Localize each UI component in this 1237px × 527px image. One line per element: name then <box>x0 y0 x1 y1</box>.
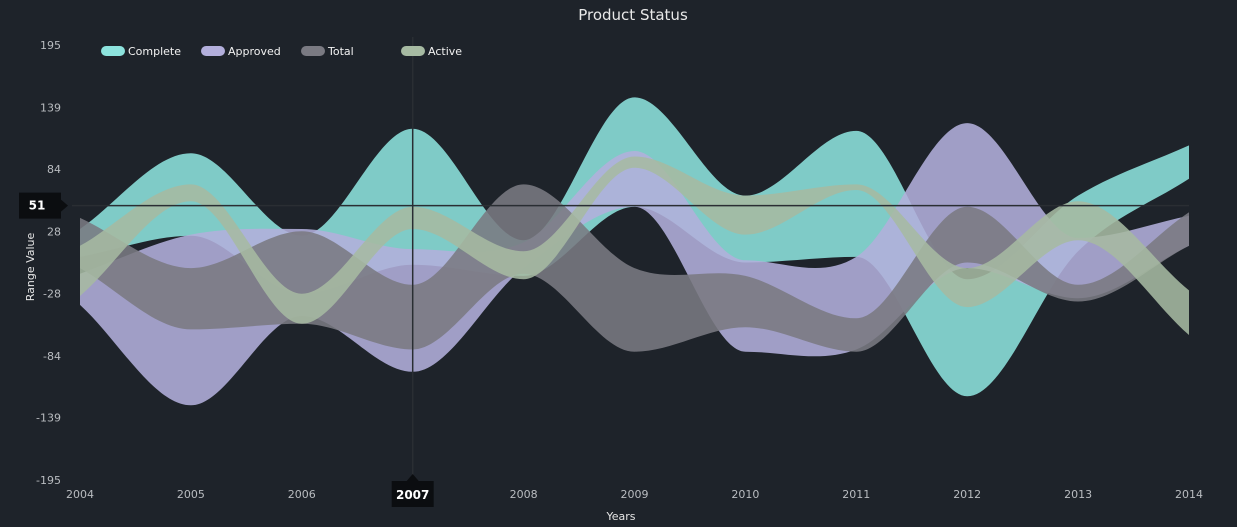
legend-item-active[interactable]: Active <box>401 45 462 58</box>
crosshair-badges: 51 2007 <box>19 192 434 507</box>
y-tick-label: 139 <box>40 101 61 114</box>
x-tick-label: 2014 <box>1175 488 1203 501</box>
legend-swatch <box>301 46 325 56</box>
legend-swatch <box>401 46 425 56</box>
legend-swatch <box>101 46 125 56</box>
y-tick-label: 84 <box>47 163 61 176</box>
legend-label: Active <box>428 45 462 58</box>
x-tick-label: 2010 <box>731 488 759 501</box>
chart-title: Product Status <box>578 6 688 24</box>
series-areas <box>80 97 1189 406</box>
legend-item-complete[interactable]: Complete <box>101 45 181 58</box>
y-tick-label: -139 <box>36 412 61 425</box>
crosshair-x-value: 2007 <box>396 488 429 502</box>
legend-label: Approved <box>228 45 281 58</box>
x-axis-label: Years <box>605 510 635 523</box>
x-tick-label: 2009 <box>621 488 649 501</box>
x-tick-label: 2005 <box>177 488 205 501</box>
area-total[interactable] <box>80 184 1189 352</box>
legend-label: Total <box>327 45 354 58</box>
crosshair <box>72 37 1189 480</box>
x-tick-label: 2013 <box>1064 488 1092 501</box>
crosshair-y-value: 51 <box>29 199 46 213</box>
legend: Complete Approved Total Active <box>101 45 462 58</box>
legend-item-total[interactable]: Total <box>301 45 354 58</box>
x-tick-label: 2011 <box>842 488 870 501</box>
y-axis-ticks: 195 139 84 28 -28 -84 -139 -195 <box>36 39 61 487</box>
x-tick-label: 2006 <box>288 488 316 501</box>
crosshair-x-badge: 2007 <box>391 474 434 507</box>
crosshair-y-badge: 51 <box>19 192 68 219</box>
legend-swatch <box>201 46 225 56</box>
y-tick-label: 28 <box>47 225 61 238</box>
x-tick-label: 2012 <box>953 488 981 501</box>
y-tick-label: -84 <box>43 350 61 363</box>
y-tick-label: -195 <box>36 474 61 487</box>
y-axis-label: Range Value <box>24 232 37 301</box>
x-axis-ticks: 2004 2005 2006 2007 2008 2009 2010 2011 2012 2013… <box>66 488 1203 501</box>
legend-item-approved[interactable]: Approved <box>201 45 281 58</box>
x-tick-label: 2004 <box>66 488 94 501</box>
legend-label: Complete <box>128 45 181 58</box>
area-complete[interactable] <box>80 97 1189 397</box>
x-tick-label: 2008 <box>510 488 538 501</box>
y-tick-label: -28 <box>43 288 61 301</box>
y-tick-label: 195 <box>40 39 61 52</box>
